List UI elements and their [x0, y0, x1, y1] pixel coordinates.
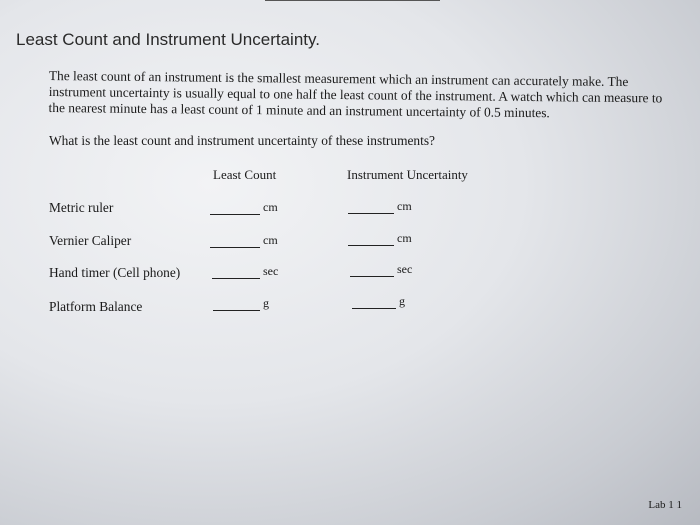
intro-paragraph: The least count of an instrument is the …	[48, 68, 663, 121]
unit: cm	[263, 233, 278, 247]
uncertainty-blank[interactable]: cm	[348, 231, 412, 246]
unit: sec	[263, 264, 279, 278]
page-title: Least Count and Instrument Uncertainty.	[16, 30, 320, 49]
page-edge-line	[265, 0, 440, 1]
unit: cm	[397, 199, 412, 213]
unit: cm	[397, 231, 412, 245]
unit: cm	[263, 200, 278, 214]
row-label-hand-timer: Hand timer (Cell phone)	[49, 265, 181, 280]
uncertainty-blank[interactable]: g	[352, 294, 405, 309]
page-footer: Lab 1 1	[648, 499, 682, 511]
unit: sec	[397, 262, 413, 276]
row-label-metric-ruler: Metric ruler	[49, 200, 114, 215]
least-count-blank[interactable]: cm	[210, 233, 278, 248]
uncertainty-blank[interactable]: sec	[350, 262, 412, 277]
unit: g	[399, 294, 405, 308]
least-count-blank[interactable]: g	[213, 296, 269, 311]
uncertainty-blank[interactable]: cm	[348, 199, 412, 214]
row-label-platform-balance: Platform Balance	[49, 299, 143, 314]
column-header-least-count: Least Count	[213, 167, 277, 182]
least-count-blank[interactable]: cm	[210, 200, 278, 215]
question: What is the least count and instrument u…	[49, 133, 435, 148]
row-label-vernier-caliper: Vernier Caliper	[49, 233, 132, 248]
least-count-blank[interactable]: sec	[212, 264, 278, 279]
unit: g	[263, 296, 269, 310]
column-header-uncertainty: Instrument Uncertainty	[347, 167, 468, 182]
